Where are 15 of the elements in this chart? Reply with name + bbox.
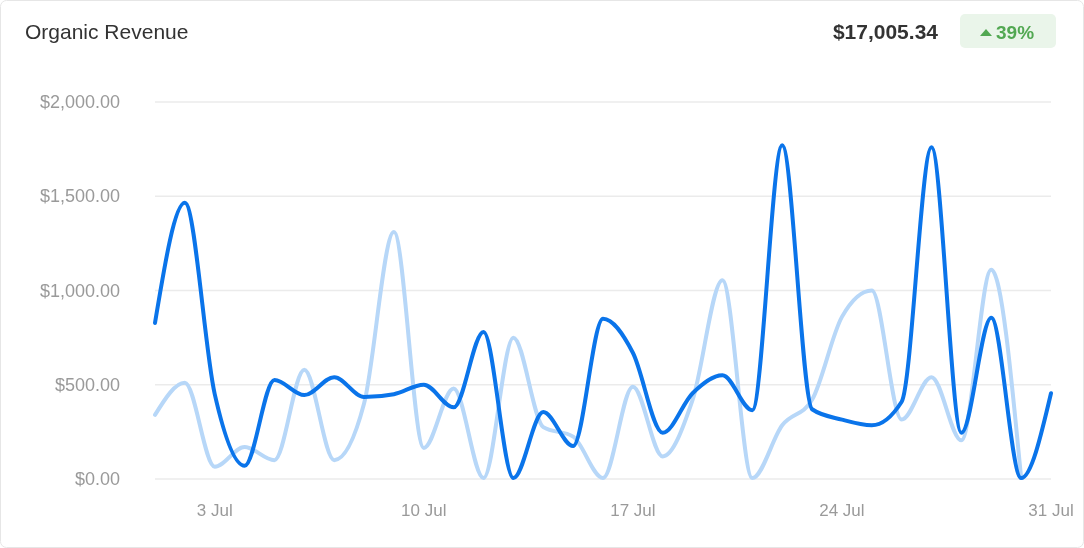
text: 39% [996, 22, 1035, 43]
y-tick-label: $500.00 [54, 374, 120, 395]
y-tick-label: $1,000.00 [39, 280, 120, 301]
y-tick-label: $1,500.00 [39, 186, 120, 207]
x-tick-label: 10 Jul [401, 501, 447, 520]
chart-title: Organic Revenue [25, 20, 189, 43]
x-tick-label: 31 Jul [1028, 501, 1074, 520]
x-tick-label: 24 Jul [819, 501, 865, 520]
y-tick-label: $2,000.00 [39, 92, 120, 112]
x-tick-label: 17 Jul [610, 501, 656, 520]
x-tick-label: 3 Jul [196, 501, 233, 520]
y-tick-label: $0.00 [74, 469, 120, 489]
line-series [153, 143, 1053, 481]
line-series [153, 230, 1024, 481]
text: $17,005.34 [832, 20, 939, 43]
